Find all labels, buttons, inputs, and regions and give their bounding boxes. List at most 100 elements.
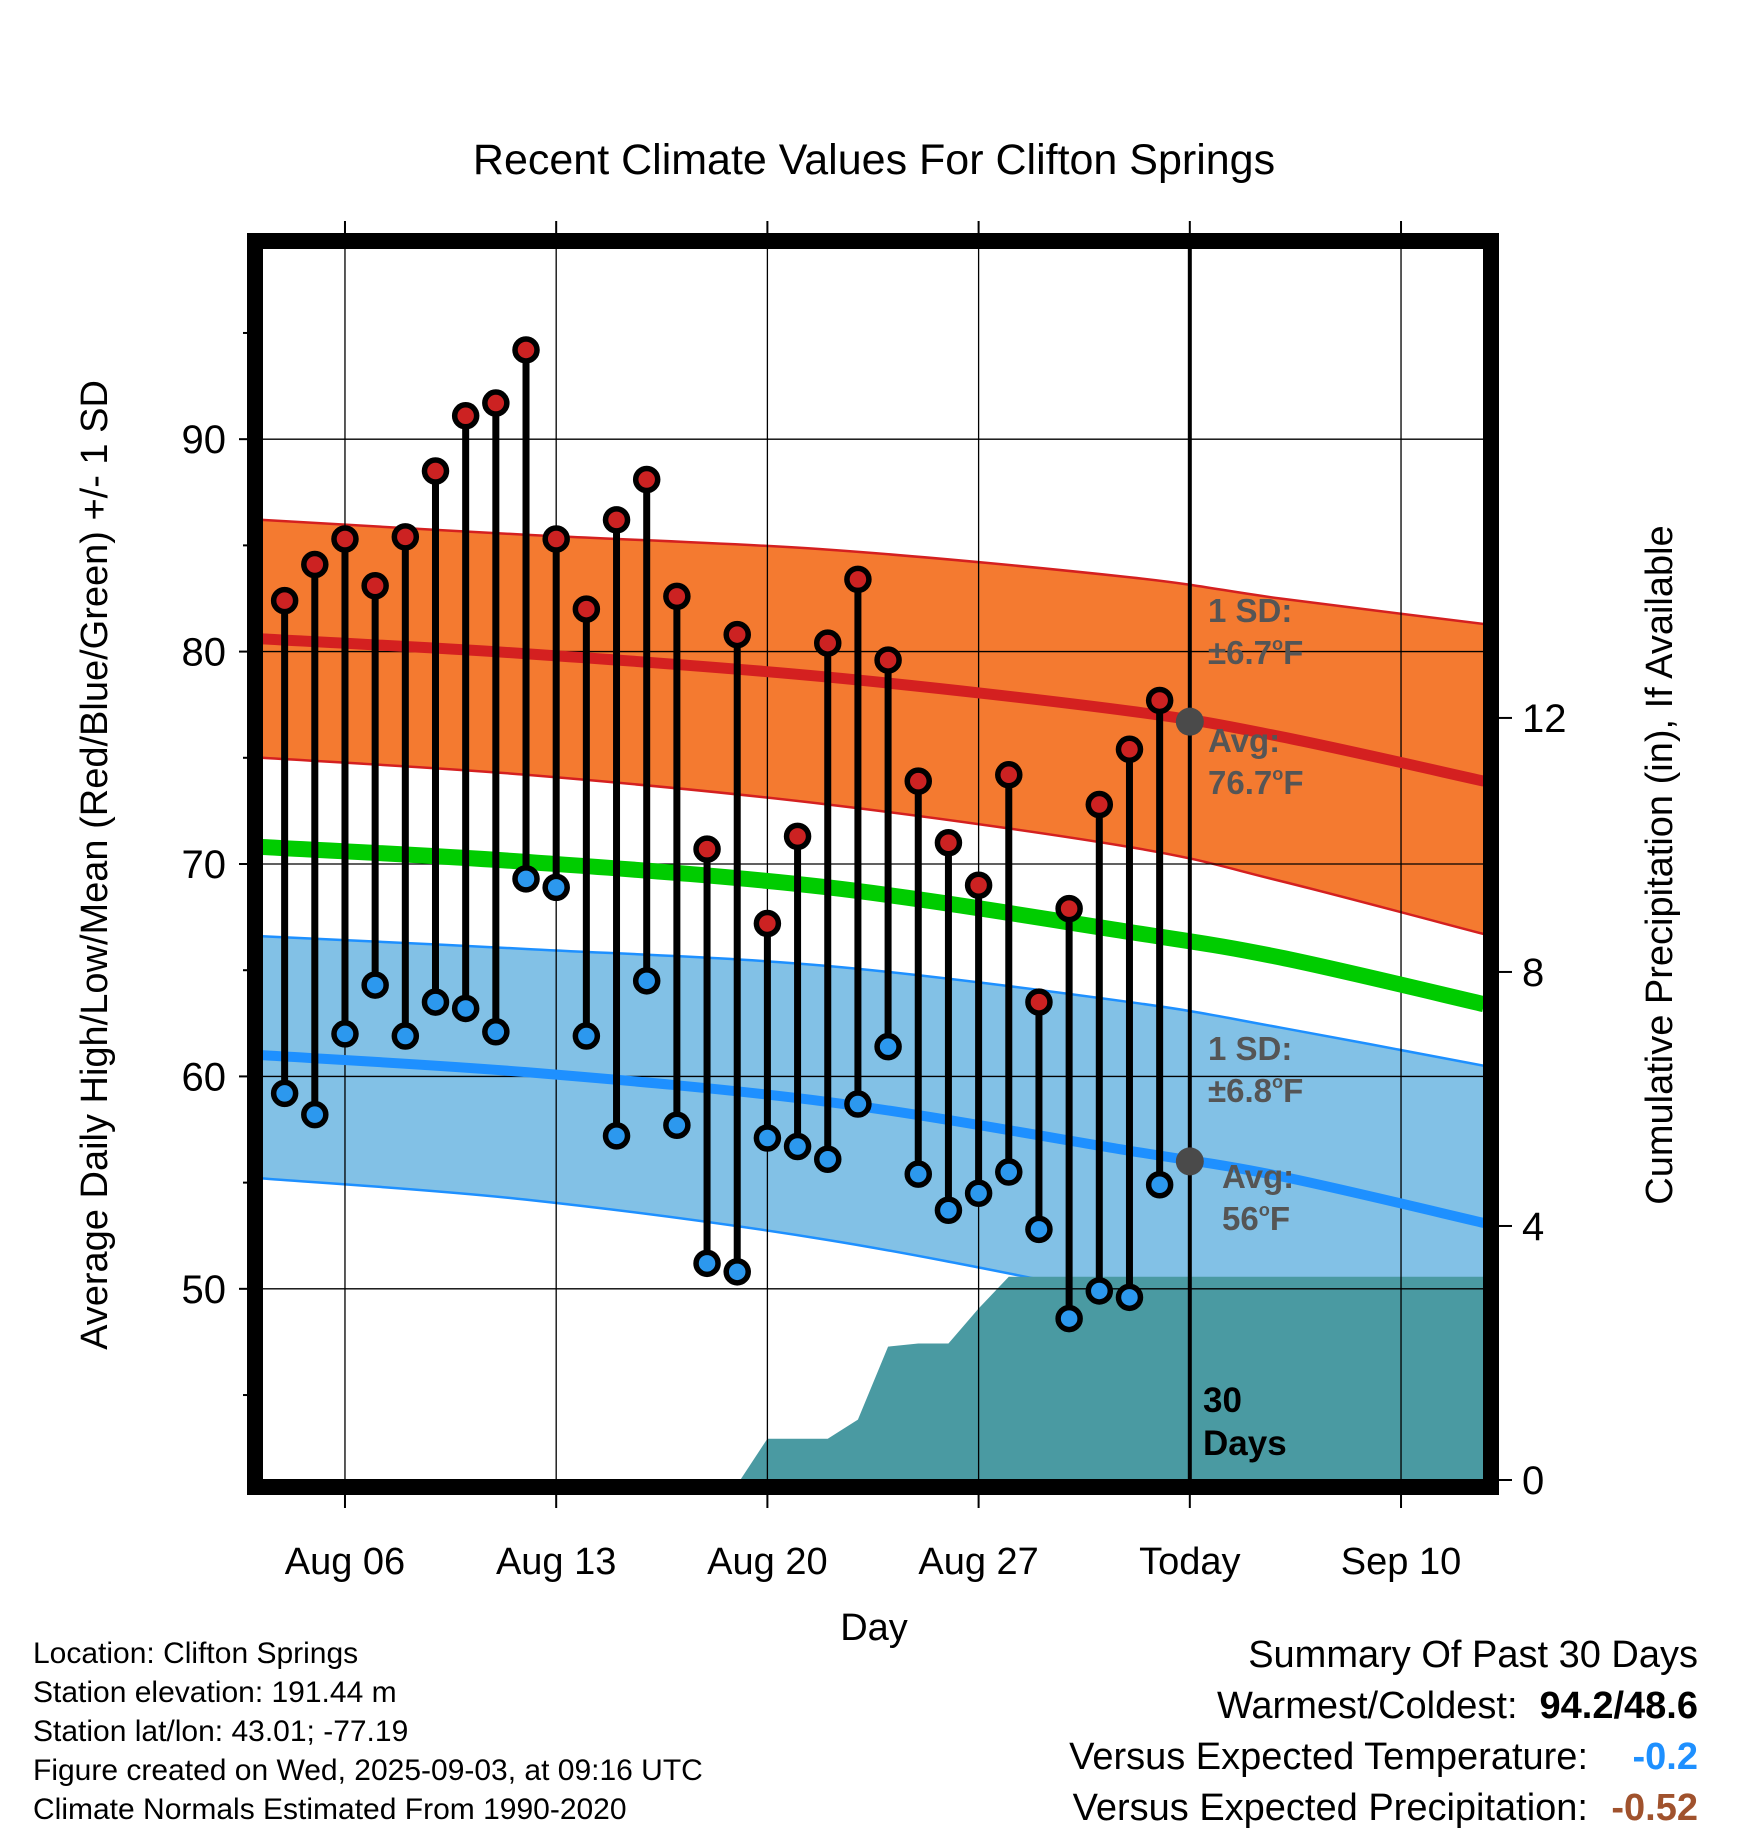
daily-low-point [632, 967, 661, 995]
low-band-upper-edge [262, 934, 1484, 1068]
daily-high-point [1085, 790, 1114, 819]
summary-temp-row: Versus Expected Temperature: -0.2 [1069, 1732, 1698, 1783]
high-sd-value-text: ±6.7 [1208, 634, 1272, 671]
normals-text: Climate Normals Estimated From 1990-2020 [33, 1793, 627, 1826]
daily-low-point [512, 865, 540, 893]
daily-low-point [572, 1022, 601, 1050]
x-tick-label: Aug 13 [496, 1541, 616, 1583]
created-text: Figure created on Wed, 2025-09-03, at 09… [33, 1754, 703, 1787]
daily-low-point [813, 1145, 842, 1174]
x-tick-label: Aug 27 [918, 1541, 1038, 1583]
daily-high-point [904, 767, 933, 795]
high-band-upper-edge [262, 518, 1484, 626]
days-count-number-text: 30 [1203, 1381, 1242, 1420]
high-avg-label: Avg: [1208, 722, 1280, 759]
high-sd-band [262, 519, 1484, 935]
low-avg-value: 56oF [1222, 1200, 1290, 1237]
daily-low-point [844, 1090, 872, 1118]
high-avg-value-unit: F [1283, 764, 1303, 801]
low-sd-label-text: 1 SD: [1208, 1030, 1292, 1067]
high-avg-value-text: 76.7 [1208, 764, 1272, 801]
today-avg-high-point [1175, 707, 1204, 736]
high-avg-label-text: Avg: [1208, 722, 1280, 759]
high-avg-value: 76.7oF [1208, 764, 1304, 801]
precip-value: -0.52 [1611, 1787, 1698, 1829]
low-avg-value-unit: F [1270, 1200, 1290, 1237]
daily-high-point [723, 620, 751, 649]
daily-high-point [421, 457, 450, 485]
daily-high-point [1115, 735, 1144, 764]
low-avg-value-degree: o [1259, 1200, 1270, 1220]
y2-tick-label: 12 [1522, 697, 1567, 741]
daily-low-point [301, 1100, 329, 1129]
y-tick-label: 80 [182, 631, 227, 675]
summary-warmest-row: Warmest/Coldest: 94.2/48.6 [1069, 1681, 1698, 1732]
summary-panel: Summary Of Past 30 Days Warmest/Coldest:… [1069, 1630, 1698, 1834]
daily-low-point [995, 1158, 1023, 1186]
daily-high-point [1145, 686, 1174, 715]
today-avg-low-point [1175, 1147, 1204, 1176]
high-avg-value-degree: o [1272, 764, 1283, 784]
daily-high-point [1025, 988, 1053, 1016]
daily-low-point [723, 1258, 751, 1286]
daily-low-point [331, 1020, 359, 1048]
daily-low-point [693, 1249, 721, 1278]
daily-low-point [391, 1022, 420, 1050]
x-tick-label: Today [1139, 1541, 1240, 1583]
daily-high-point [331, 525, 359, 553]
y-tick-label: 90 [182, 418, 227, 462]
low-avg-value-text: 56 [1222, 1200, 1259, 1237]
daily-high-point [542, 525, 570, 553]
daily-low-point [542, 873, 570, 902]
plot-frame [247, 233, 1499, 1495]
y2-axis-label: Cumulative Precipitation (in), If Availa… [1639, 525, 1681, 1204]
mean-normal-line [262, 839, 1484, 1012]
daily-high-point [813, 629, 842, 657]
station-info: Location: Clifton Springs Station elevat… [33, 1634, 703, 1829]
plot-content [262, 248, 1484, 1480]
daily-low-point [874, 1032, 902, 1061]
days-count-label-text: Days [1203, 1424, 1287, 1463]
daily-high-point [451, 402, 480, 430]
low-sd-band [262, 936, 1484, 1374]
low-avg-label: Avg: [1222, 1158, 1294, 1195]
daily-high-point [663, 582, 691, 611]
daily-high-point [783, 822, 812, 851]
y2-tick-label: 4 [1522, 1205, 1544, 1249]
daily-high-point [934, 829, 963, 857]
y2-tick-label: 0 [1522, 1459, 1544, 1503]
x-axis-label: Day [840, 1607, 908, 1649]
x-tick-label: Aug 06 [285, 1541, 405, 1583]
daily-high-point [874, 646, 902, 674]
high-sd-value-degree: o [1272, 634, 1283, 654]
summary-precip-row: Versus Expected Precipitation: -0.52 [1069, 1783, 1698, 1834]
low-sd-label: 1 SD: [1208, 1030, 1292, 1067]
daily-low-point [482, 1018, 510, 1046]
daily-low-point [421, 988, 450, 1016]
daily-low-point [753, 1124, 782, 1152]
x-tick-label: Aug 20 [707, 1541, 827, 1583]
daily-high-point [512, 336, 540, 364]
daily-low-point [1025, 1215, 1053, 1244]
chart-title: Recent Climate Values For Clifton Spring… [473, 136, 1275, 184]
daily-high-point [602, 506, 631, 534]
warmest-label: Warmest/Coldest: [1216, 1685, 1518, 1727]
elevation-text: Station elevation: 191.44 m [33, 1676, 397, 1709]
high-sd-label: 1 SD: [1208, 592, 1292, 629]
low-normal-line [262, 1050, 1484, 1228]
daily-low-point [783, 1132, 812, 1161]
days-count-number: 30 [1203, 1381, 1242, 1420]
daily-high-point [693, 835, 721, 863]
y2-tick-label: 8 [1522, 951, 1544, 995]
daily-high-point [391, 523, 420, 551]
temp-label: Versus Expected Temperature: [1069, 1736, 1588, 1778]
days-count-label: Days [1203, 1424, 1287, 1463]
precip-label: Versus Expected Precipitation: [1072, 1787, 1588, 1829]
high-sd-value-unit: F [1283, 634, 1303, 671]
daily-high-point [482, 389, 510, 417]
daily-high-point [632, 465, 661, 494]
daily-high-point [753, 909, 782, 938]
daily-low-point [451, 994, 480, 1023]
daily-low-point [602, 1122, 631, 1150]
